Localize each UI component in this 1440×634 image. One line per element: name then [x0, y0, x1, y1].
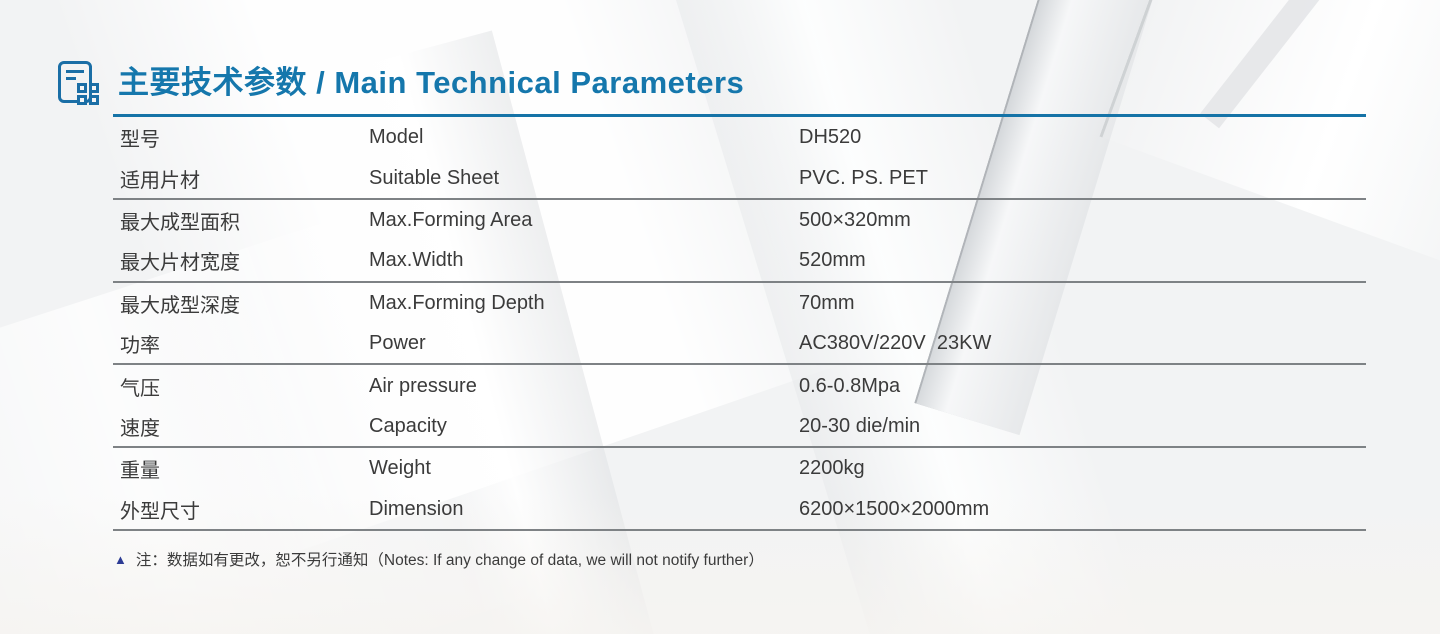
parameter-row: 重量 Weight 2200kg	[113, 448, 1366, 489]
parameter-name-en: Dimension	[369, 497, 464, 520]
parameter-row: 最大成型面积 Max.Forming Area 500×320mm	[113, 200, 1366, 241]
parameter-name-en: Max.Forming Depth	[369, 291, 545, 314]
parameter-value: 0.6-0.8Mpa	[799, 374, 901, 397]
parameter-value: 520mm	[799, 249, 866, 272]
parameter-name-en: Max.Width	[369, 249, 464, 272]
parameter-value: 70mm	[799, 291, 855, 314]
parameter-name-en: Weight	[369, 457, 431, 480]
parameter-name-en: Power	[369, 332, 426, 355]
icon-text-line	[66, 70, 84, 73]
icon-document-outline	[58, 61, 92, 103]
parameter-name-zh: 外型尺寸	[120, 500, 200, 523]
page-title: 主要技术参数 / Main Technical Parameters	[118, 65, 745, 100]
parameter-name-en: Capacity	[369, 414, 447, 437]
parameters-table: 型号 Model DH520 适用片材 Suitable Sheet PVC. …	[113, 114, 1366, 531]
icon-grid-squares	[77, 83, 99, 105]
parameter-name-zh: 最大成型面积	[120, 211, 240, 234]
parameter-row: 型号 Model DH520	[113, 117, 1366, 158]
parameter-row: 外型尺寸 Dimension 6200×1500×2000mm	[113, 490, 1366, 531]
parameter-value: 500×320mm	[799, 208, 911, 231]
parameter-name-zh: 气压	[120, 377, 160, 400]
parameter-name-zh: 重量	[120, 460, 160, 483]
parameter-name-zh: 最大成型深度	[120, 294, 240, 317]
parameter-name-en: Suitable Sheet	[369, 166, 500, 189]
parameter-name-zh: 功率	[120, 335, 160, 358]
parameter-name-zh: 速度	[120, 417, 160, 440]
triangle-marker-icon: ▲	[114, 551, 127, 567]
parameter-value: DH520	[799, 126, 862, 149]
parameter-value: 2200kg	[799, 457, 865, 480]
icon-text-line	[66, 77, 76, 80]
footnote: ▲ 注：数据如有更改，恕不另行通知（Notes: If any change o…	[114, 548, 764, 570]
technical-parameters-icon	[58, 61, 100, 105]
parameter-name-zh: 最大片材宽度	[120, 252, 240, 275]
parameter-name-en: Max.Forming Area	[369, 208, 533, 231]
parameter-row: 最大片材宽度 Max.Width 520mm	[113, 241, 1366, 283]
parameter-row: 速度 Capacity 20-30 die/min	[113, 407, 1366, 449]
parameter-row: 气压 Air pressure 0.6-0.8Mpa	[113, 365, 1366, 406]
parameter-name-en: Model	[369, 126, 424, 149]
parameter-row: 适用片材 Suitable Sheet PVC. PS. PET	[113, 158, 1366, 200]
parameter-value: AC380V/220V 23KW	[799, 332, 992, 355]
parameter-value: 6200×1500×2000mm	[799, 497, 990, 520]
parameter-name-zh: 型号	[120, 129, 160, 152]
parameter-value: 20-30 die/min	[799, 414, 921, 437]
parameter-name-en: Air pressure	[369, 374, 477, 397]
parameter-value: PVC. PS. PET	[799, 166, 928, 189]
parameter-name-zh: 适用片材	[120, 169, 200, 192]
parameter-row: 功率 Power AC380V/220V 23KW	[113, 324, 1366, 366]
footnote-text: 注：数据如有更改，恕不另行通知（Notes: If any change of …	[135, 552, 764, 569]
parameter-row: 最大成型深度 Max.Forming Depth 70mm	[113, 283, 1366, 324]
